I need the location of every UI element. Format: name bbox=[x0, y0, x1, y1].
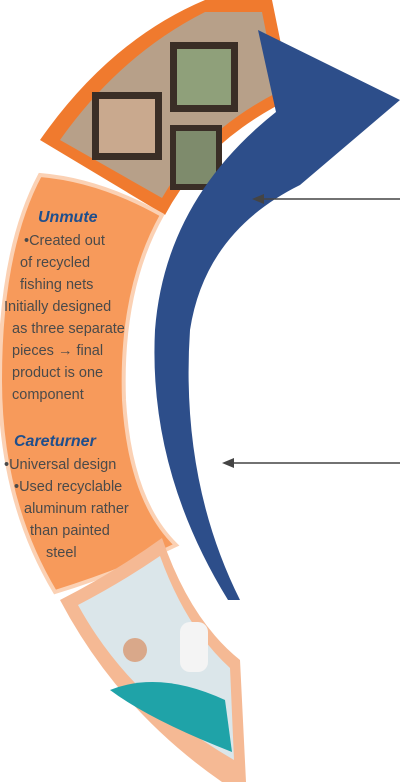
diagram: Unmute •Created out of recycled fishing net… bbox=[0, 0, 400, 782]
section-line: component bbox=[12, 387, 84, 403]
section-line: fishing nets bbox=[20, 277, 93, 293]
page: Unmute •Created out of recycled fishing net… bbox=[0, 0, 400, 782]
section-line: Initially designed bbox=[4, 299, 111, 315]
section-line: •Used recyclable bbox=[14, 479, 122, 495]
photo bbox=[99, 99, 155, 153]
section-line: as three separate bbox=[12, 321, 125, 337]
section-title: Careturner bbox=[14, 433, 97, 450]
section-line: product is one bbox=[12, 365, 103, 381]
photo-person bbox=[123, 638, 147, 662]
section-line: pieces → final bbox=[12, 343, 103, 359]
section-line: than painted bbox=[30, 523, 110, 539]
photo-person bbox=[180, 622, 208, 672]
section-line: steel bbox=[46, 545, 77, 561]
photo bbox=[176, 131, 216, 184]
section-line: of recycled bbox=[20, 255, 90, 271]
pointer-head bbox=[222, 458, 234, 468]
photo bbox=[177, 49, 231, 105]
section-line: aluminum rather bbox=[24, 501, 129, 517]
section-title: Unmute bbox=[38, 209, 98, 226]
section-line: •Universal design bbox=[4, 457, 116, 473]
section-line: •Created out bbox=[24, 233, 105, 249]
